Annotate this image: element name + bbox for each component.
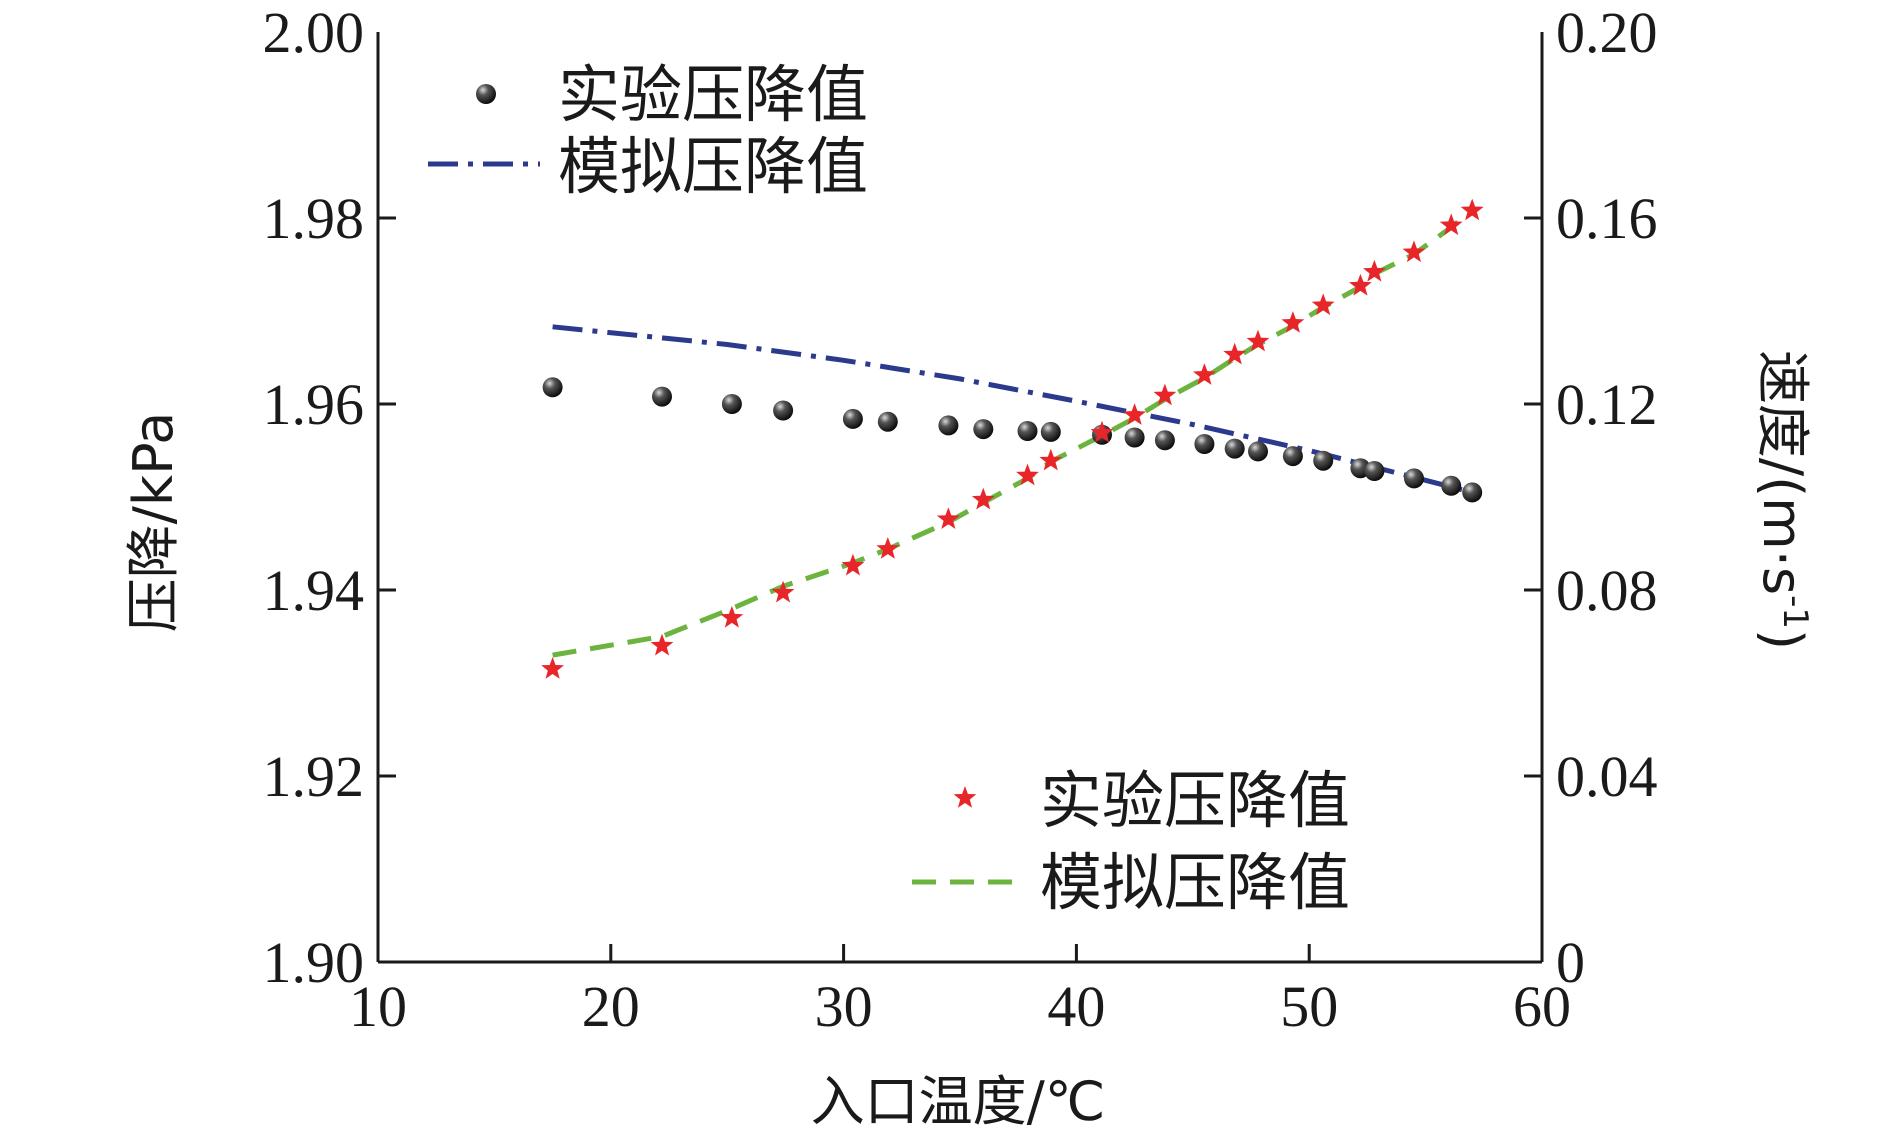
experimental-velocity-point [1311,293,1335,316]
experimental-velocity-point [1439,213,1463,236]
y-axis-right-title: 速度/(m·s-1) [1751,350,1815,650]
legend-sphere-marker [476,84,496,104]
y-axis-right-title-main: 速度/(m·s [1751,350,1814,595]
experimental-velocity-point [720,605,744,628]
x-tick-label: 40 [1047,974,1105,1039]
experimental-pressure-point [842,408,863,429]
experimental-pressure-point [1017,421,1038,441]
x-tick-label: 10 [349,974,407,1039]
experimental-pressure-point [1194,434,1215,454]
experimental-velocity-point [876,537,900,559]
experimental-pressure-point [1248,441,1268,462]
y-right-tick-label: 0 [1556,930,1585,995]
experimental-pressure-point [1313,450,1334,471]
series-sphere [542,377,1483,503]
y-axis-left: 1.90 1.92 1.94 1.96 1.98 2.00 [263,0,396,995]
y-left-tick-label: 1.92 [263,744,365,809]
experimental-velocity-point [1349,273,1372,296]
legend-label-sim-pressure: 模拟压降值 [558,130,868,203]
experimental-pressure-point [773,400,794,421]
experimental-velocity-point [1123,403,1146,425]
experimental-velocity-point [971,487,995,510]
y-right-tick-label: 0.20 [1556,0,1658,65]
y-right-tick-label: 0.12 [1556,372,1658,437]
legend-label-exp-velocity: 实验压降值 [1040,764,1350,837]
y-right-tick-label: 0.16 [1556,186,1658,251]
y-right-tick-label: 0.04 [1556,744,1658,809]
experimental-velocity-point [541,657,564,679]
experimental-velocity-point [1460,198,1484,221]
experimental-velocity-point [650,633,674,656]
legend-label-exp-pressure: 实验压降值 [558,58,868,131]
experimental-velocity-point [1363,259,1386,282]
experimental-velocity-point [1402,240,1426,263]
experimental-pressure-point [938,415,959,436]
x-axis: 10 20 30 40 50 60 [349,944,1571,1039]
experimental-velocity-point [771,580,795,603]
y-axis-right: 0 0.04 0.08 0.12 0.16 0.20 [1524,0,1658,995]
x-tick-label: 50 [1280,974,1338,1039]
x-axis-title: 入口温度/℃ [811,1070,1106,1133]
experimental-velocity-point [1039,448,1063,471]
experimental-pressure-point [1404,468,1424,489]
experimental-velocity-point [1223,342,1247,365]
experimental-velocity-point [936,507,960,529]
y-axis-right-title-sup: -1 [1775,595,1815,629]
legend-bottom-right: 实验压降值 模拟压降值 [912,764,1350,919]
experimental-pressure-point [973,419,994,440]
y-left-tick-label: 2.00 [263,0,365,65]
y-left-tick-label: 1.94 [263,558,365,623]
series-layer [541,198,1484,679]
experimental-velocity-point [1016,463,1039,486]
plot-frame [376,32,1544,964]
experimental-pressure-point [1462,482,1483,503]
experimental-pressure-point [1282,446,1303,467]
series-dashed [552,208,1474,658]
experimental-pressure-point [1040,421,1061,442]
y-left-tick-label: 1.90 [263,930,365,995]
experimental-velocity-point [1090,420,1114,443]
series-star [541,198,1484,679]
experimental-pressure-point [1441,475,1462,496]
experimental-pressure-point [877,411,898,432]
experimental-velocity-point [1281,311,1305,333]
x-tick-label: 60 [1513,974,1571,1039]
experimental-velocity-point [1153,383,1177,406]
experimental-pressure-point [542,377,563,398]
y-left-tick-label: 1.98 [263,186,365,251]
series-dash-dot [552,324,1473,495]
x-tick-label: 30 [815,974,873,1039]
experimental-pressure-point [1364,461,1385,481]
experimental-pressure-point [1124,427,1145,448]
y-left-tick-label: 1.96 [263,372,365,437]
y-right-tick-label: 0.08 [1556,558,1658,623]
y-axis-left-title: 压降/kPa [122,412,185,633]
experimental-pressure-point [652,386,672,407]
simulated-pressure-line [552,324,1473,495]
experimental-velocity-point [1246,329,1270,352]
experimental-velocity-point [1193,363,1216,385]
experimental-velocity-point [841,553,865,576]
experimental-pressure-point [721,394,742,414]
legend-label-sim-velocity: 模拟压降值 [1040,846,1350,919]
experimental-pressure-point [1224,438,1245,459]
legend-star-marker [953,786,977,808]
x-tick-label: 20 [582,974,640,1039]
simulated-velocity-line [552,208,1474,658]
legend-top-left: 实验压降值 模拟压降值 [428,58,868,203]
y-axis-right-title-close: ) [1751,629,1814,650]
experimental-pressure-point [1154,430,1175,451]
